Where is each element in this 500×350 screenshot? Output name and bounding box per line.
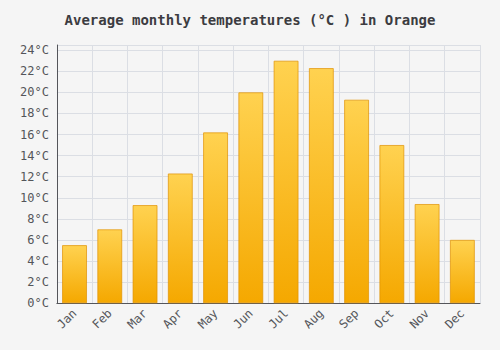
svg-text:6°C: 6°C: [27, 233, 49, 247]
svg-text:Oct: Oct: [372, 306, 397, 331]
svg-text:18°C: 18°C: [20, 106, 49, 120]
svg-text:Jun: Jun: [231, 306, 256, 331]
svg-text:Mar: Mar: [125, 306, 150, 331]
svg-text:Aug: Aug: [301, 306, 326, 331]
svg-text:0°C: 0°C: [27, 296, 49, 310]
svg-text:22°C: 22°C: [20, 64, 49, 78]
svg-text:Jan: Jan: [54, 306, 79, 331]
svg-text:Dec: Dec: [442, 306, 467, 331]
svg-text:Average monthly temperatures (: Average monthly temperatures (°C ) in Or…: [65, 12, 436, 28]
svg-text:16°C: 16°C: [20, 128, 49, 142]
svg-text:24°C: 24°C: [20, 43, 49, 57]
svg-text:8°C: 8°C: [27, 212, 49, 226]
svg-text:14°C: 14°C: [20, 149, 49, 163]
svg-text:Jul: Jul: [266, 306, 291, 331]
svg-text:10°C: 10°C: [20, 191, 49, 205]
svg-text:12°C: 12°C: [20, 170, 49, 184]
svg-text:Nov: Nov: [407, 306, 432, 331]
svg-text:2°C: 2°C: [27, 275, 49, 289]
svg-text:4°C: 4°C: [27, 254, 49, 268]
svg-text:Apr: Apr: [160, 306, 185, 331]
svg-text:Sep: Sep: [336, 306, 361, 331]
svg-text:Feb: Feb: [90, 306, 115, 331]
svg-text:20°C: 20°C: [20, 85, 49, 99]
svg-text:May: May: [195, 306, 220, 331]
